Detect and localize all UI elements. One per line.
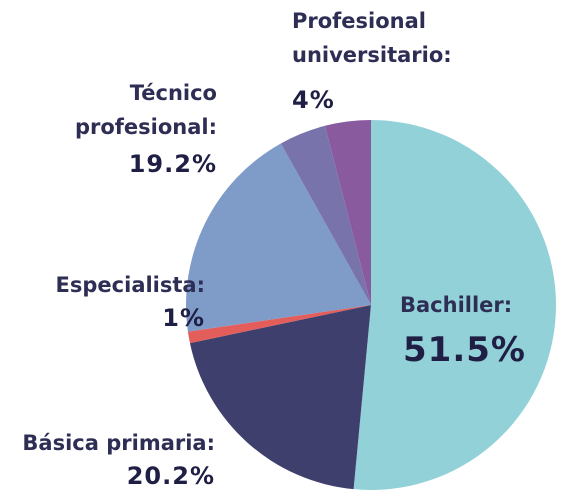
pie-slice <box>187 305 371 344</box>
slice-label: Bachiller: <box>400 293 513 317</box>
slice-label: Profesional universitario: <box>292 9 452 67</box>
value-label: 4% <box>292 86 335 114</box>
slice-label: Técnico profesional: <box>74 81 217 139</box>
pie-slice <box>353 120 556 490</box>
pie-slice <box>186 143 371 332</box>
value-label: 51.5% <box>403 330 526 370</box>
slice-label: Básica primaria: <box>22 431 215 455</box>
slice-label: Especialista: <box>55 273 205 297</box>
value-label: 20.2% <box>126 462 215 490</box>
value-label: 1% <box>162 304 205 332</box>
pie-slice <box>324 120 371 305</box>
value-label: 19.2% <box>128 150 217 178</box>
pie-slice <box>189 305 371 490</box>
pie-slice <box>280 125 371 305</box>
